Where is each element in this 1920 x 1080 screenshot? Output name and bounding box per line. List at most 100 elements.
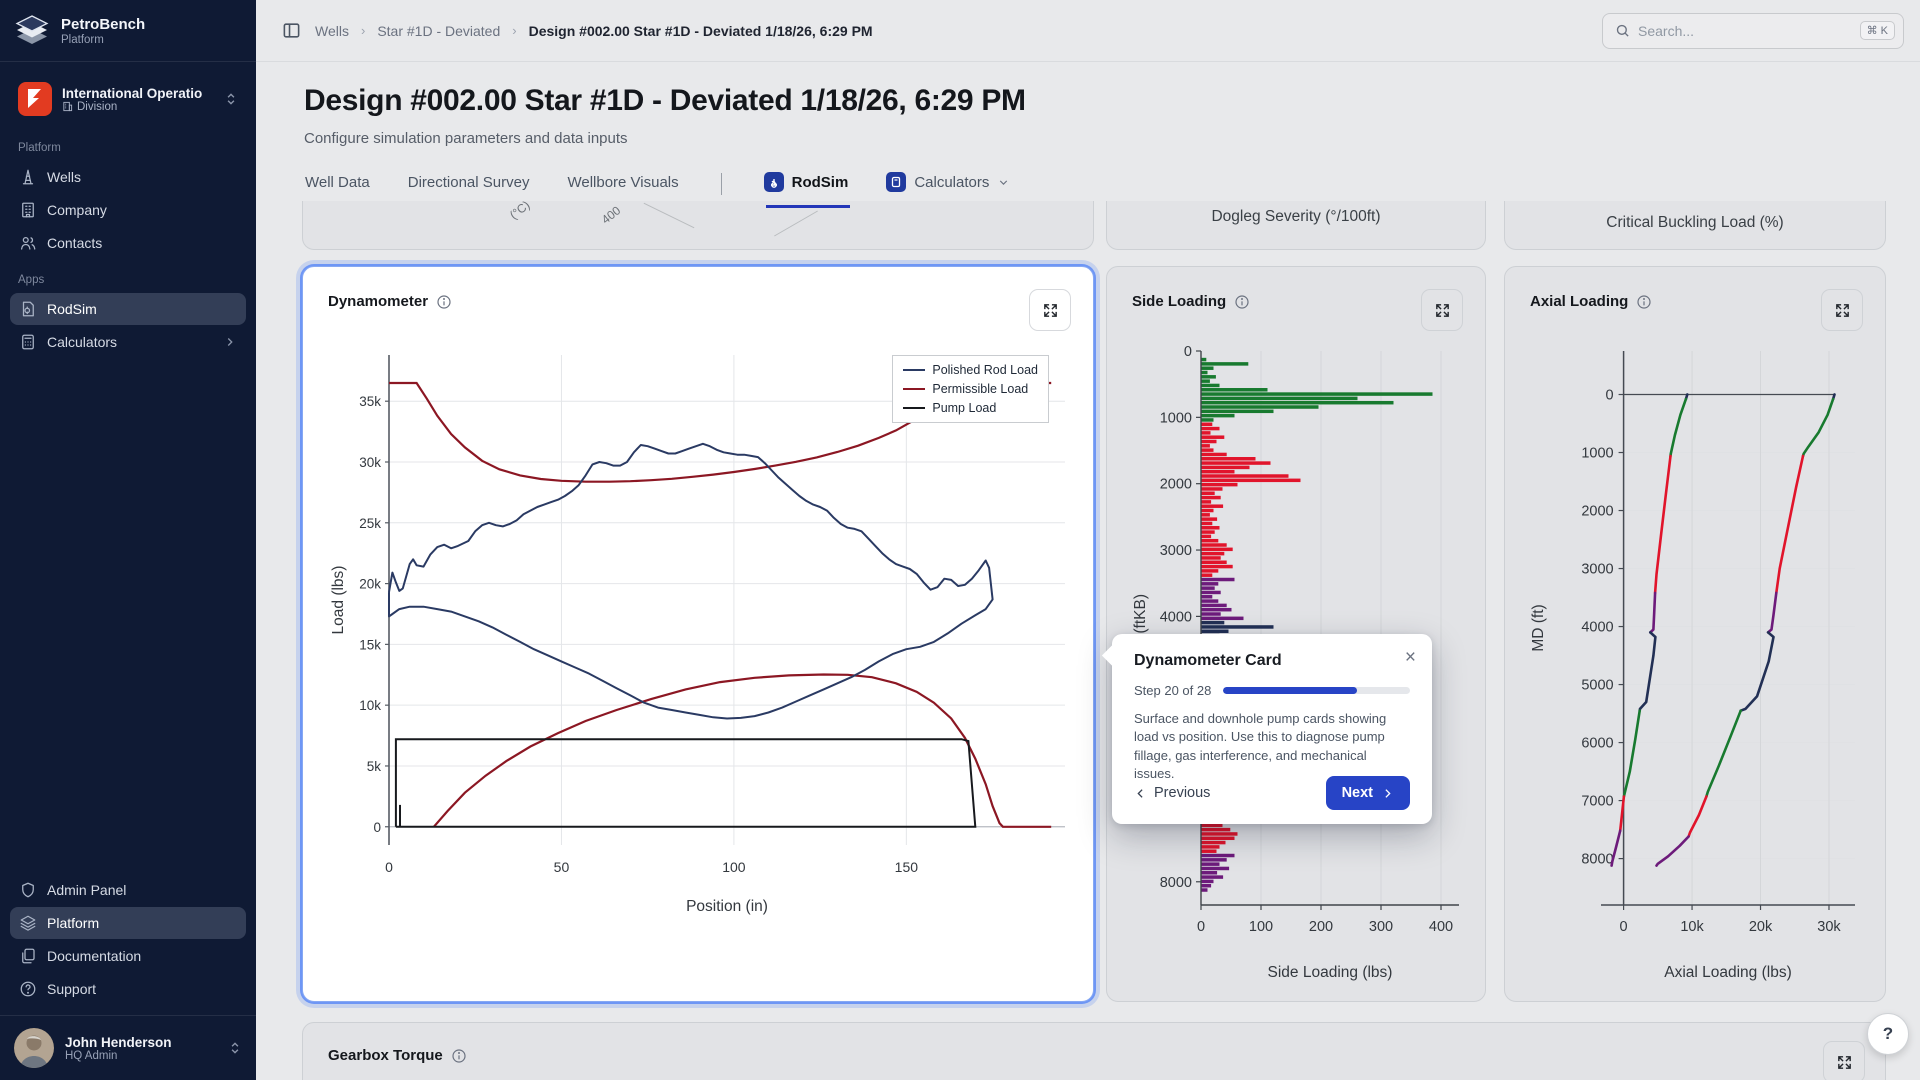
tab-directional-survey[interactable]: Directional Survey xyxy=(408,174,530,203)
side-loading-bar xyxy=(1201,607,1232,612)
avatar xyxy=(14,1028,54,1068)
axial-load-segment-min-load xyxy=(1610,829,1622,867)
side-loading-bar xyxy=(1201,439,1217,444)
calculator-icon xyxy=(22,334,34,350)
search-icon xyxy=(1616,24,1629,37)
side-loading-bar xyxy=(1201,595,1213,599)
page-title: Design #002.00 Star #1D - Deviated 1/18/… xyxy=(304,84,1026,117)
sidebar-item-platform[interactable]: Platform xyxy=(10,907,246,939)
svg-text:6000: 6000 xyxy=(1581,736,1613,752)
side-loading-bar xyxy=(1201,491,1215,496)
axial-loading-chart: 0 1000 2000 3000 4000 5000 6000 7000 8000 0 10k 20k… xyxy=(1523,339,1869,996)
building-icon xyxy=(22,202,34,218)
tab-rodsim[interactable]: RodSim xyxy=(763,172,849,204)
svg-text:4000: 4000 xyxy=(1160,609,1192,625)
svg-text:Axial Loading (lbs): Axial Loading (lbs) xyxy=(1664,964,1792,981)
side-loading-bar xyxy=(1201,526,1220,530)
side-loading-bar xyxy=(1201,487,1223,491)
side-loading-bar xyxy=(1201,388,1268,392)
tab-well-data[interactable]: Well Data xyxy=(305,174,370,203)
svg-text:8000: 8000 xyxy=(1160,875,1192,891)
side-loading-bar xyxy=(1201,396,1358,401)
side-loading-bar xyxy=(1201,582,1219,586)
sidebar-item-label: Company xyxy=(47,202,107,218)
dynamometer-plot: 0 5k 10k 15k 20k 25k 30k 35k 0 50 100 150 Position (… xyxy=(330,355,1065,915)
next-button[interactable]: Next xyxy=(1325,776,1410,810)
side-loading-bar xyxy=(1201,482,1238,487)
expand-icon xyxy=(1835,303,1849,317)
breadcrumb-item: Design #002.00 Star #1D - Deviated 1/18/… xyxy=(528,22,873,39)
side-loading-bar xyxy=(1201,474,1289,478)
info-icon[interactable] xyxy=(1234,294,1250,310)
search-shortcut: ⌘ K xyxy=(1859,21,1895,40)
side-loading-bar xyxy=(1201,426,1220,431)
side-loading-bar xyxy=(1201,823,1223,828)
side-loading-bar xyxy=(1201,530,1215,534)
permissible-load-line xyxy=(432,673,1052,828)
sidebar-item-support[interactable]: Support xyxy=(10,973,246,1005)
svg-text:7000: 7000 xyxy=(1581,794,1613,810)
sidebar-item-label: Platform xyxy=(47,915,100,931)
sidebar-item-documentation[interactable]: Documentation xyxy=(10,940,246,972)
svg-text:1000: 1000 xyxy=(1581,446,1613,462)
legend-item-polished-rod-load: Polished Rod Load xyxy=(903,363,1038,377)
expand-button[interactable] xyxy=(1821,289,1863,331)
side-loading-bar xyxy=(1201,883,1212,888)
partial-card-buckling: Critical Buckling Load (%) xyxy=(1504,201,1886,250)
calculators-app-icon xyxy=(886,172,907,192)
sidebar-item-rodsim[interactable]: RodSim xyxy=(10,293,246,325)
user-menu[interactable]: John Henderson HQ Admin xyxy=(0,1015,256,1080)
search-input[interactable]: Search... ⌘ K xyxy=(1602,12,1904,49)
svg-text:0: 0 xyxy=(385,859,393,875)
chevron-right-icon xyxy=(1385,788,1391,798)
axial-load-segment-min-load xyxy=(1669,397,1688,458)
org-switcher[interactable]: International Operatio Division xyxy=(10,76,246,122)
axis-label-degc: (°C) xyxy=(506,201,533,223)
svg-text:4000: 4000 xyxy=(1581,620,1613,636)
sidebar-item-contacts[interactable]: Contacts xyxy=(10,227,246,259)
svg-text:30k: 30k xyxy=(1817,919,1841,935)
expand-button[interactable] xyxy=(1029,289,1071,331)
tab-wellbore-visuals[interactable]: Wellbore Visuals xyxy=(567,174,678,203)
help-button[interactable]: ? xyxy=(1867,1013,1909,1055)
info-icon[interactable] xyxy=(436,294,452,310)
info-icon[interactable] xyxy=(451,1048,467,1064)
expand-button[interactable] xyxy=(1823,1041,1865,1080)
legend-swatch xyxy=(903,369,926,371)
info-icon[interactable] xyxy=(1636,294,1652,310)
close-icon[interactable]: × xyxy=(1404,647,1416,668)
topbar: Wells › Star #1D - Deviated › Design #002.00… xyxy=(256,0,1920,62)
side-loading-bar xyxy=(1201,534,1212,539)
sidebar-toggle-icon[interactable] xyxy=(282,21,301,40)
dynamometer-card: Dynamometer 0 5k 10k 15k 20k 25k 30k 35k 0 50 100 1… xyxy=(302,266,1094,1002)
svg-text:25k: 25k xyxy=(359,516,381,531)
tab-calculators[interactable]: Calculators xyxy=(886,172,1010,204)
svg-text:Position (in): Position (in) xyxy=(686,898,768,915)
sidebar-item-calculators[interactable]: Calculators xyxy=(10,326,246,358)
side-loading-bar xyxy=(1201,517,1218,521)
svg-text:5k: 5k xyxy=(367,759,382,774)
svg-text:1000: 1000 xyxy=(1160,410,1192,426)
side-loading-bar xyxy=(1201,370,1208,375)
side-loading-bar xyxy=(1201,564,1233,569)
sidebar-item-admin-panel[interactable]: Admin Panel xyxy=(10,874,246,906)
svg-text:100: 100 xyxy=(1249,919,1273,935)
petrobench-logo-icon xyxy=(15,14,49,44)
side-loading-bar xyxy=(1201,547,1233,552)
previous-button[interactable]: Previous xyxy=(1134,785,1210,801)
sidebar-item-label: Support xyxy=(47,981,97,997)
breadcrumb-item[interactable]: Wells xyxy=(315,22,349,39)
side-loading-bar xyxy=(1201,577,1235,582)
axial-load-segment-max-load xyxy=(1775,454,1805,595)
expand-button[interactable] xyxy=(1421,289,1463,331)
breadcrumb-item[interactable]: Star #1D - Deviated xyxy=(377,22,501,39)
partial-card-temperature: (°C) 400 xyxy=(302,201,1094,250)
sidebar-item-company[interactable]: Company xyxy=(10,194,246,226)
step-label: Step 20 of 28 xyxy=(1134,683,1212,698)
side-loading-bar xyxy=(1201,405,1319,409)
sidebar-item-label: Wells xyxy=(47,169,81,185)
axial-load-segment-max-load xyxy=(1739,631,1775,712)
page-subtitle: Configure simulation parameters and data… xyxy=(304,130,628,147)
sidebar-item-wells[interactable]: Wells xyxy=(10,161,246,193)
side-loading-plot: 0100020003000400050006000700080000100200… xyxy=(1132,344,1459,981)
